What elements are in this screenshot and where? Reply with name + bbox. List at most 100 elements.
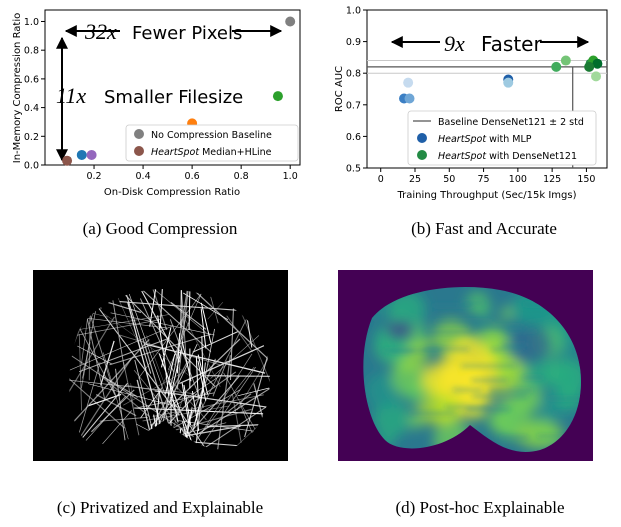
caption-c: (c) Privatized and Explainable xyxy=(57,498,263,517)
panel-c-line-stroke xyxy=(179,289,187,357)
panel-b-legend-densenet-italic: HeartSpot xyxy=(438,151,487,162)
panel-a-arrows xyxy=(56,25,283,162)
panel-a-annotation-smaller-filesize-text: Smaller Filesize xyxy=(104,87,243,108)
panel-d-heat-streak xyxy=(501,343,529,346)
panel-c-line-stroke xyxy=(142,338,172,431)
panel-c-line-stroke xyxy=(110,289,125,370)
panel-d-heat-blob xyxy=(550,357,581,397)
panel-d-heat-streak xyxy=(462,301,485,305)
panel-c-line-stroke xyxy=(173,389,241,429)
panel-d-heat-streak xyxy=(423,347,469,351)
panel-b-y-tick-label: 0.7 xyxy=(346,100,361,111)
panel-c-line-stroke xyxy=(136,379,151,433)
panel-c-line-stroke xyxy=(130,383,135,414)
panel-b-x-tick-label: 50 xyxy=(443,174,455,185)
panel-b-x-tick-label: 100 xyxy=(509,174,527,185)
panel-c-line-stroke xyxy=(149,289,157,327)
panel-c-line-stroke xyxy=(206,375,270,377)
panel-c-line-stroke xyxy=(78,337,171,373)
panel-b-x-tick-label: 125 xyxy=(543,174,561,185)
panel-d-heat-streak xyxy=(391,349,413,353)
panel-a-x-tick-label: 1.0 xyxy=(283,171,298,182)
panel-c-line-stroke xyxy=(193,387,270,450)
panel-c-line-stroke xyxy=(182,289,270,367)
panel-b-point xyxy=(404,93,415,104)
panel-a-annotation-fewer-pixels-text: Fewer Pixels xyxy=(132,23,242,44)
panel-d-heat-streak xyxy=(470,325,525,329)
panel-c-line-stroke xyxy=(195,356,199,397)
panel-d-heat-core xyxy=(418,394,462,426)
panel-b-legend-label-densenet: HeartSpot with DenseNet121 xyxy=(438,151,577,162)
panel-d-heat-streak xyxy=(432,304,473,307)
panel-c-line-stroke xyxy=(163,355,170,396)
panel-c-line-stroke xyxy=(201,336,204,377)
panel-c-line-stroke xyxy=(103,313,191,377)
panel-c-line-stroke xyxy=(174,422,227,437)
panel-d-heat-streak xyxy=(471,379,508,382)
panel-b-x-tick-label: 25 xyxy=(409,174,421,185)
panel-c-line-stroke xyxy=(188,290,191,331)
panel-c-line-stroke xyxy=(165,354,176,395)
panel-a-legend-marker-heartspot xyxy=(134,146,144,156)
panel-b-point xyxy=(551,61,562,72)
panel-c-line-stroke xyxy=(138,289,212,379)
panel-a-plot-frame xyxy=(44,9,301,166)
panel-a-x-tick-label: 0.6 xyxy=(185,171,200,182)
panel-c-line-stroke xyxy=(223,372,270,450)
panel-b-y-tick-label: 0.5 xyxy=(346,164,361,175)
panel-c-line-stroke xyxy=(127,302,166,444)
panel-c-line-stroke xyxy=(139,298,175,373)
panel-c-line-stroke xyxy=(212,360,228,397)
panel-a-point xyxy=(62,155,73,166)
panel-c-line-stroke xyxy=(110,312,215,336)
panel-b-annotation-math: 9x xyxy=(444,31,465,56)
panel-d-heat-blob xyxy=(373,400,410,438)
panel-b-legend-marker-densenet xyxy=(417,150,427,160)
panel-b-y-tick-label: 0.8 xyxy=(346,69,361,80)
panel-c-line-stroke xyxy=(154,360,174,403)
panel-a-legend-marker-baseline xyxy=(134,129,144,139)
panel-c-line-stroke xyxy=(196,366,257,450)
panel-a-y-tick-label: 0.4 xyxy=(24,103,39,114)
panel-c-line-stroke xyxy=(183,292,229,321)
panel-b-x-axis-label: Training Throughput (Sec/15k Imgs) xyxy=(396,190,576,201)
panel-b-throughput-chart: 0 25 50 75 100 125 150 0.5 0.6 0.7 0.8 0.9 1.0 9x F… xyxy=(334,6,608,238)
panel-c-line-stroke xyxy=(95,394,137,417)
panel-b-point xyxy=(591,71,602,82)
panel-c-line-stroke xyxy=(176,333,181,374)
panel-a-y-tick-label: 1.0 xyxy=(24,17,39,28)
panel-d-heat-streak xyxy=(547,397,581,400)
panel-d-heat-dark xyxy=(508,325,552,365)
panel-d-heat-blob xyxy=(500,307,514,320)
panel-a-y-ticks: 0.0 0.2 0.4 0.6 0.8 1.0 xyxy=(24,17,45,172)
panel-b-y-ticks: 0.5 0.6 0.7 0.8 0.9 1.0 xyxy=(346,6,367,175)
panel-a-y-tick-label: 0.0 xyxy=(24,161,39,172)
panel-c-line-stroke xyxy=(237,387,270,397)
panel-c-line-stroke xyxy=(87,383,183,409)
panel-b-legend-marker-mlp xyxy=(417,133,427,143)
panel-c-line-stroke xyxy=(149,289,207,333)
panel-a-x-axis-label: On-Disk Compression Ratio xyxy=(104,187,240,198)
panel-a-annotation-smaller-filesize-math: 11x xyxy=(56,83,86,108)
panel-c-line-stroke xyxy=(150,338,241,427)
panel-a-x-tick-label: 0.4 xyxy=(136,171,151,182)
panel-c-line-stroke xyxy=(69,316,115,407)
panel-c-image-background xyxy=(33,270,288,461)
panel-c-line-stroke xyxy=(191,390,200,432)
panel-b-point xyxy=(503,77,514,88)
panel-c-line-stroke xyxy=(168,382,179,423)
panel-c-line-stroke xyxy=(169,396,239,450)
panel-b-y-tick-label: 0.6 xyxy=(346,132,361,143)
panel-c-line-stroke xyxy=(69,362,101,450)
panel-c-line-stroke xyxy=(140,289,168,331)
panel-c-line-stroke xyxy=(103,352,145,450)
panel-c-line-stroke xyxy=(179,375,241,446)
panel-d-heat-streaks xyxy=(382,301,581,439)
panel-b-annotation-text: Faster xyxy=(481,32,542,56)
panel-c-line-stroke xyxy=(157,343,198,426)
panel-d-heat-streak xyxy=(444,405,491,409)
panel-c-line-stroke xyxy=(69,348,126,429)
panel-c-line-stroke xyxy=(192,389,204,430)
panel-b-legend: Baseline DenseNet121 ± 2 std HeartSpot w… xyxy=(407,110,597,166)
panel-b-point xyxy=(592,58,603,69)
